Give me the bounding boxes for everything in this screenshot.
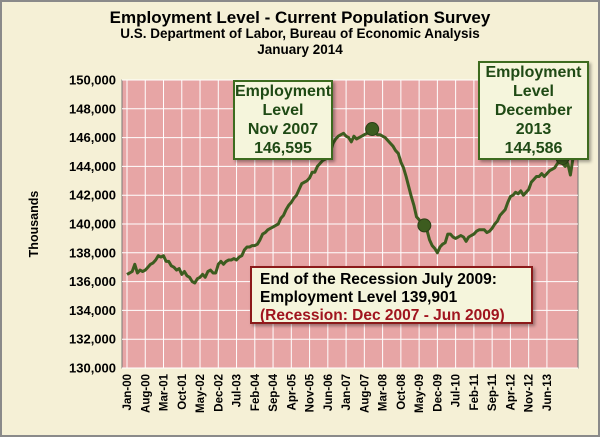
x-tick-label: Jul-03 (232, 374, 244, 407)
callout-recession-line3: (Recession: Dec 2007 - Jun 2009) (260, 307, 505, 324)
x-tick-label: Mar-01 (159, 373, 171, 411)
annotation-marker (417, 218, 432, 233)
x-tick-label: Mar-08 (378, 373, 390, 411)
callout-dec2013-line4: 2013 (515, 121, 552, 138)
x-tick-label: Jul-10 (451, 374, 463, 407)
series-line-employment (126, 127, 575, 285)
y-tick-label: 132,000 (69, 332, 116, 347)
y-tick-label: 136,000 (69, 274, 116, 289)
y-tick-label: 130,000 (69, 361, 116, 376)
chart-title: Employment Level - Current Population Su… (109, 8, 491, 27)
callout-recession-line2: Employment Level 139,901 (260, 289, 458, 306)
callout-nov2007-line1: Employment (235, 83, 332, 100)
y-tick-label: 146,000 (69, 130, 116, 145)
y-axis-label: Thousands (27, 191, 41, 258)
y-axis-ticks: 130,000 132,000 134,000 136,000 138,000 140,0… (69, 73, 116, 376)
x-tick-label: Jun-13 (542, 374, 554, 411)
callout-nov2007-line3: Nov 2007 (247, 121, 319, 138)
callout-dec2013-line3: December (494, 102, 573, 119)
x-tick-label: Apr-12 (505, 374, 517, 410)
x-tick-label: Apr-05 (286, 373, 298, 410)
x-tick-label: Feb-04 (250, 373, 262, 411)
x-tick-label: Aug-00 (140, 374, 152, 413)
chart-subtitle: U.S. Department of Labor, Bureau of Econ… (120, 26, 480, 41)
x-tick-label: Nov-12 (524, 374, 536, 412)
callout-nov2007: Employment Level Nov 2007 146,595 (233, 80, 333, 160)
y-tick-label: 142,000 (69, 188, 116, 203)
x-tick-label: Jun-06 (323, 374, 335, 411)
annotation-marker (365, 122, 380, 137)
y-tick-label: 138,000 (69, 245, 116, 260)
x-tick-label: Nov-05 (305, 373, 317, 412)
y-tick-label: 140,000 (69, 217, 116, 232)
callout-dec2013-line1: Employment (485, 64, 582, 81)
x-tick-label: Jan-07 (341, 374, 353, 410)
callout-dec2013-line5: 144,586 (504, 140, 563, 157)
callout-recession: End of the Recession July 2009: Employme… (250, 266, 533, 324)
callout-nov2007-line4: 146,595 (254, 140, 312, 157)
callout-recession-line1: End of the Recession July 2009: (260, 271, 497, 288)
x-tick-label: Aug-07 (359, 374, 371, 413)
x-tick-label: Oct-08 (396, 373, 408, 409)
x-tick-label: Sep-04 (268, 373, 280, 411)
x-tick-label: Feb-11 (469, 373, 481, 410)
callout-dec2013: Employment Level December 2013 144,586 (478, 61, 589, 160)
x-tick-label: Dec-09 (432, 374, 444, 412)
callout-nov2007-line2: Level (262, 102, 304, 119)
y-tick-label: 144,000 (69, 159, 116, 174)
chart-date: January 2014 (257, 42, 343, 57)
x-axis-ticks: Jan-00 Aug-00 Mar-01 Oct-01 May-02 Dec-02 Jul-… (122, 373, 554, 413)
x-tick-label: Sep-11 (487, 373, 499, 411)
x-tick-label: Oct-01 (177, 373, 189, 409)
x-tick-label: May-02 (195, 374, 207, 413)
callout-dec2013-line2: Level (513, 83, 554, 100)
y-tick-label: 134,000 (69, 303, 116, 318)
x-tick-label: Jan-00 (122, 374, 134, 410)
y-tick-label: 150,000 (69, 73, 116, 88)
x-tick-label: Dec-02 (213, 374, 225, 412)
x-tick-label: May-09 (414, 374, 426, 413)
y-tick-label: 148,000 (69, 101, 116, 116)
